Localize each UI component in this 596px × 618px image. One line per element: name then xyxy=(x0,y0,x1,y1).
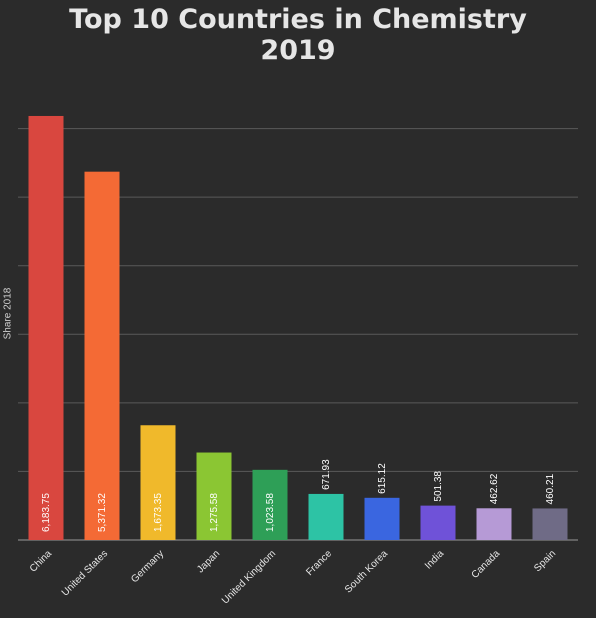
x-tick-label: India xyxy=(423,548,446,571)
bar-japan xyxy=(196,452,232,540)
data-label: 462.62 xyxy=(489,473,500,504)
x-tick-label: United Kingdom xyxy=(220,548,278,606)
data-label: 1,023.58 xyxy=(265,493,276,532)
data-label: 671.93 xyxy=(321,459,332,490)
data-label: 501.38 xyxy=(433,471,444,502)
bar-china xyxy=(28,115,64,540)
chart-title: Top 10 Countries in Chemistry 2019 xyxy=(0,4,596,66)
data-label: 615.12 xyxy=(377,463,388,494)
chart-title-line1: Top 10 Countries in Chemistry xyxy=(69,4,527,35)
bar-spain xyxy=(532,508,568,540)
bar-india xyxy=(420,505,456,540)
data-label: 5,371.32 xyxy=(97,493,108,532)
x-tick-label: Japan xyxy=(195,548,222,575)
x-tick-label: Germany xyxy=(129,548,166,585)
data-label: 1,673.35 xyxy=(153,493,164,532)
x-tick-label: Canada xyxy=(470,548,503,581)
data-label: 6,183.75 xyxy=(41,493,52,532)
x-tick-label: France xyxy=(304,548,334,578)
data-label: 460.21 xyxy=(545,473,556,504)
bar-united-kingdom xyxy=(252,469,288,540)
x-tick-label: South Korea xyxy=(343,548,390,595)
bar-canada xyxy=(476,508,512,540)
chart-title-line2: 2019 xyxy=(260,35,336,66)
x-tick-label: United States xyxy=(60,548,110,598)
bar-germany xyxy=(140,425,176,540)
x-tick-label: China xyxy=(28,548,55,575)
data-label: 1,275.58 xyxy=(209,493,220,532)
bar-united-states xyxy=(84,171,120,540)
x-tick-label: Spain xyxy=(532,548,558,574)
bar-south-korea xyxy=(364,497,400,540)
bar-france xyxy=(308,493,344,540)
